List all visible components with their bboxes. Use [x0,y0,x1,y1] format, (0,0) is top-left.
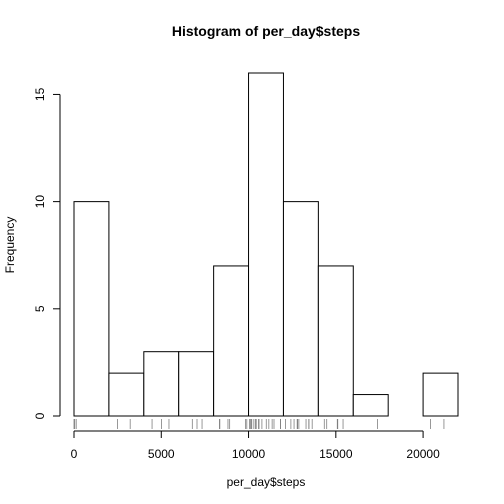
histogram-bar [317,265,354,417]
histogram-bar [213,265,250,417]
y-axis-ticks [53,93,60,417]
y-tick-label: 15 [33,87,47,101]
x-tick-label: 0 [71,447,78,461]
x-tick-label: 15000 [319,447,353,461]
y-axis: 0 5 10 15 [33,87,61,419]
x-tick-label: 20000 [406,447,440,461]
histogram-bar [282,201,319,417]
x-axis: 0 5000 10000 15000 20000 [71,430,440,461]
histogram-bar [352,394,389,417]
x-tick-label: 5000 [148,447,175,461]
histogram-bar [248,72,284,417]
histogram-bars [73,72,459,417]
rug-marks [73,419,445,429]
histogram-bar [108,372,145,417]
x-axis-label: per_day$steps [227,475,306,489]
x-axis-ticks [73,431,424,438]
chart-title: Histogram of per_day$steps [172,23,360,39]
y-tick-label: 5 [33,305,47,312]
x-tick-label: 10000 [232,447,266,461]
histogram-bar [422,372,459,417]
y-axis-tick-labels: 0 5 10 15 [33,87,47,419]
y-tick-label: 10 [33,195,47,209]
histogram-bar [178,351,215,417]
x-axis-tick-labels: 0 5000 10000 15000 20000 [71,447,440,461]
histogram-bar [73,201,110,417]
y-tick-label: 0 [33,412,47,419]
y-axis-label: Frequency [3,217,17,274]
histogram-bar [143,351,180,417]
